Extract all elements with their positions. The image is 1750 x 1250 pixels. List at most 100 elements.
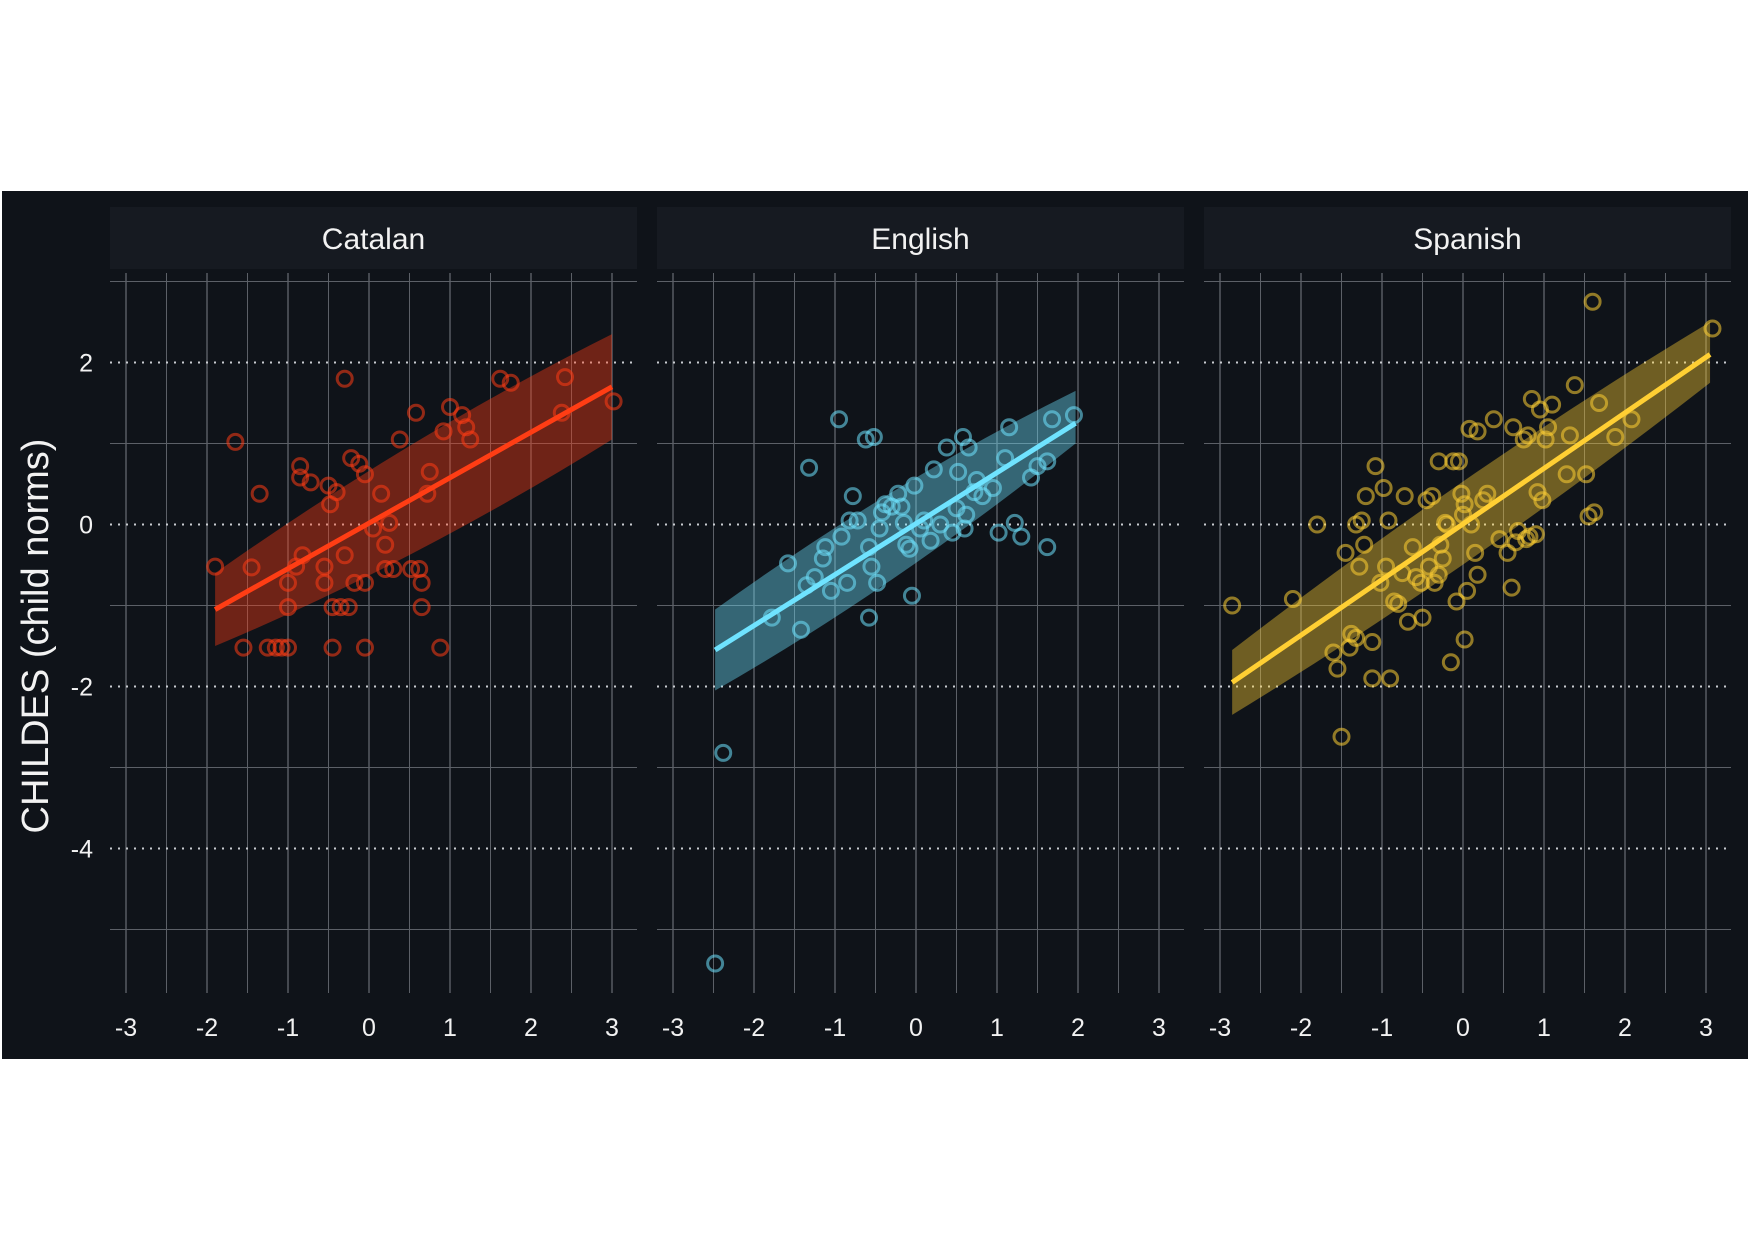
data-point [1444,452,1463,471]
data-point [434,422,453,441]
data-point [1028,457,1047,476]
data-point [856,430,875,449]
data-point [821,581,840,600]
y-tick-label: -2 [71,674,93,702]
facet-label: Catalan [322,223,425,256]
data-point [1590,394,1609,412]
data-point [1452,484,1471,503]
data-point [390,430,409,449]
data-point [1332,727,1351,746]
x-tick-label: -2 [743,1014,765,1042]
facet-strip [110,207,637,269]
data-point [1518,426,1537,445]
data-point [556,368,575,387]
regression-line [1230,352,1712,685]
data-point [1352,511,1371,530]
data-point [206,557,225,576]
x-tick-label: 2 [1071,1014,1085,1042]
data-point [862,557,881,576]
x-tick-label: 0 [909,1014,923,1042]
data-point [1447,592,1466,611]
data-point [1395,487,1414,506]
data-point [301,473,320,492]
data-point [848,511,867,530]
data-point [331,598,350,617]
data-point [1437,515,1456,534]
data-point [1606,428,1625,447]
data-point [870,519,889,538]
data-point [1389,594,1408,613]
x-tick-label: 2 [524,1014,538,1042]
data-point [1223,596,1242,615]
data-point [860,608,879,627]
x-tick-label: 3 [1699,1014,1713,1042]
data-point [1504,418,1523,437]
data-point [1560,426,1579,445]
data-point [892,497,911,516]
x-tick-label: 0 [1456,1014,1470,1042]
data-point [291,468,310,487]
data-point [1423,487,1442,506]
x-tick-label: -2 [196,1014,218,1042]
data-point [1583,292,1602,311]
confidence-band [215,334,612,646]
data-point [412,573,431,592]
data-point [376,560,395,579]
data-point [1038,538,1057,557]
data-point [1429,565,1448,584]
data-point [1005,513,1024,532]
data-point [706,954,725,973]
data-point [843,487,862,506]
data-point [406,403,425,422]
data-point [1526,525,1545,544]
data-point [1324,643,1343,662]
data-point [1502,578,1521,597]
data-point [813,549,832,568]
data-point [380,513,399,532]
data-point [1468,565,1487,584]
data-point [1347,628,1366,647]
data-point [1038,452,1057,471]
regression-line [213,384,614,612]
data-point [279,573,297,592]
data-point [1403,538,1422,557]
data-point [1363,632,1382,651]
data-point [291,457,310,476]
data-point [832,527,851,546]
data-point [1514,430,1533,449]
data-point [1533,491,1552,510]
data-point [335,369,354,388]
data-point [1308,515,1327,534]
data-point [1536,430,1555,449]
facet-label: English [871,223,969,256]
data-point [864,428,883,447]
data-point [412,598,431,617]
data-point [384,560,403,579]
data-point [1043,410,1062,429]
data-point [816,538,835,557]
y-tick-label: -4 [71,836,93,864]
data-point [1413,608,1432,627]
data-point [838,573,857,592]
data-point [604,392,623,411]
data-point [1622,410,1641,429]
data-point [1455,630,1474,649]
data-point [1374,479,1393,498]
data-point [830,410,849,429]
x-tick-label: 2 [1618,1014,1632,1042]
data-point [1433,549,1452,568]
data-point [1342,624,1361,643]
data-point [1468,422,1487,441]
facet-strip [657,207,1184,269]
data-point [376,535,395,554]
data-point [242,558,261,577]
x-tick-label: -1 [277,1014,299,1042]
data-point [1012,527,1031,546]
data-point [779,554,798,573]
data-point [1356,487,1375,506]
data-point [327,483,346,502]
x-tick-label: -1 [1371,1014,1393,1042]
data-point [315,557,334,576]
